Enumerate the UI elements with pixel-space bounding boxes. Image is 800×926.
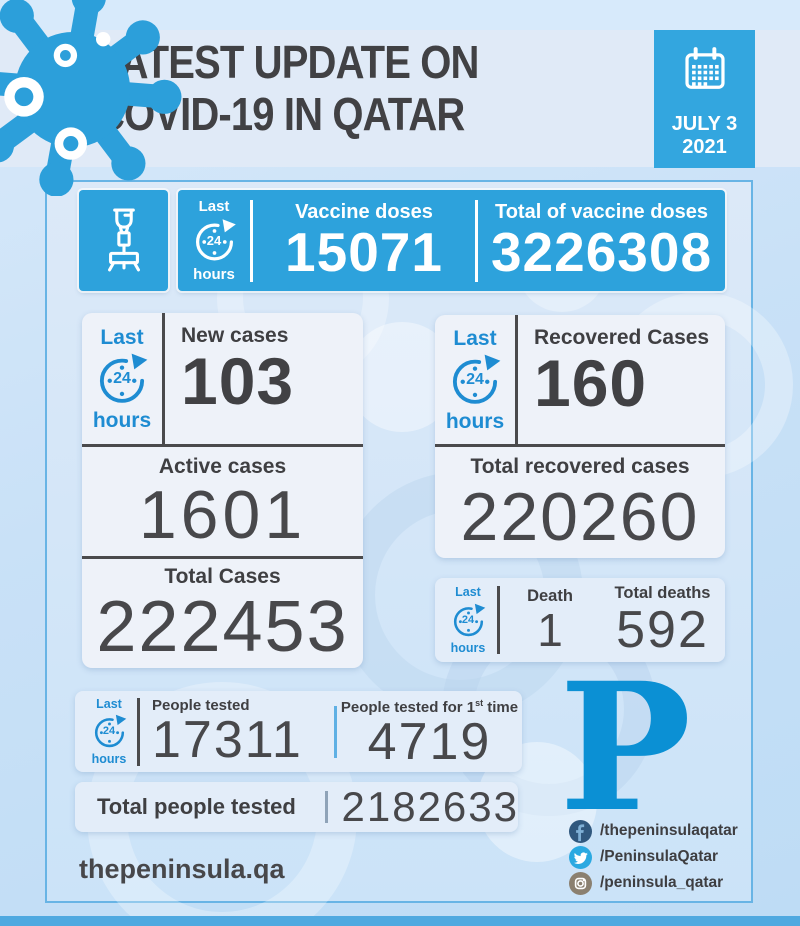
divider [137,697,140,766]
active-cases-value: 1601 [138,476,307,553]
vaccine-syringe-icon [107,208,140,271]
hours-label: hours [91,752,127,766]
24-hours-clock-icon: 24 [191,217,238,264]
total-recovered-value: 220260 [460,478,700,555]
24-hours-clock: Last 24 hours [93,327,151,431]
calendar-icon [684,47,725,89]
24-hours-clock: Last 24 hours [450,586,487,654]
hours-label: hours [445,409,505,433]
total-cases-label: Total Cases [164,564,281,588]
cases-card: Last 24 hours New cases 103 Active ca [82,313,363,668]
vaccine-doses-bar: Last 24 hours Vaccine doses 15071 Total … [178,190,725,291]
date-label: JULY 3 2021 [672,113,738,159]
bottom-bar [0,916,800,926]
twitter-handle: /PeninsulaQatar [600,848,719,865]
deaths-card: Last 24 hours Death 1 Total deaths 592 [435,578,725,662]
death-label: Death [527,587,573,605]
divider [162,313,165,444]
death-value: 1 [537,604,563,656]
total-cases-value: 222453 [96,586,349,667]
total-vaccine-doses-metric: Total of vaccine doses 3226308 [478,201,725,280]
24-hours-clock-icon: 24 [91,713,128,750]
social-facebook: /thepeninsulaqatar [569,818,738,844]
divider [435,444,725,447]
total-deaths-label: Total deaths [614,584,711,602]
divider [515,315,518,444]
main-panel: Last 24 hours Vaccine doses 15071 Total … [45,180,793,926]
people-tested-first-time-label: People tested for 1st time [340,698,519,716]
last-label: Last [100,325,144,349]
date-year: 2021 [682,136,727,158]
last-label: Last [96,696,122,711]
divider [250,199,253,282]
social-links: /thepeninsulaqatar /PeninsulaQatar /peni… [569,818,738,896]
divider [475,199,478,282]
divider [82,444,363,447]
hours-label: hours [450,640,486,655]
facebook-handle: /thepeninsulaqatar [600,822,738,839]
24-hours-clock-icon: 24 [450,602,487,639]
total-people-tested-label: Total people tested [97,794,296,819]
hours-label: hours [193,266,235,283]
facebook-icon [569,819,592,843]
total-recovered-label: Total recovered cases [470,454,690,478]
24-hours-clock-icon: 24 [94,351,150,407]
last-label: Last [455,585,481,599]
total-vaccine-doses-value: 3226308 [490,221,713,283]
divider [334,705,337,758]
24-hours-clock: Last 24 hours [191,199,238,282]
24-hours-clock: Last 24 hours [91,696,128,766]
page-title-line1: LATEST UPDATE ON [96,36,479,88]
new-cases-value: 103 [181,344,295,418]
total-deaths-value: 592 [616,601,709,659]
active-cases-label: Active cases [158,454,287,478]
total-vaccine-doses-label: Total of vaccine doses [494,201,709,223]
recovered-cases-label: Recovered Cases [534,326,710,349]
instagram-icon [569,871,592,895]
24-hours-clock-icon: 24 [447,352,503,408]
hours-label: hours [92,408,152,432]
peninsula-logo: P [559,644,692,851]
vaccine-doses-value: 15071 [285,221,443,283]
last-label: Last [198,198,230,215]
recovered-cases-value: 160 [534,346,648,420]
people-tested-first-time-value: 4719 [367,713,492,771]
vaccine-syringe-box [79,190,168,291]
instagram-handle: /peninsula_qatar [600,874,724,891]
total-people-tested-card: Total people tested 2182633 [75,782,518,832]
24-hours-clock: Last 24 hours [446,328,504,432]
social-twitter: /PeninsulaQatar [569,844,738,870]
vaccine-doses-metric: Vaccine doses 15071 [253,201,475,280]
coronavirus-icon [0,0,182,196]
website-url: thepeninsula.qa [79,854,285,884]
new-cases-label: New cases [181,324,289,347]
date-badge: JULY 3 2021 [654,30,755,168]
people-tested-card: Last 24 hours People tested 17311 People… [75,691,522,772]
divider [82,556,363,559]
last-label: Last [453,326,497,350]
social-instagram: /peninsula_qatar [569,870,738,896]
people-tested-label: People tested [152,697,250,714]
date-month-day: JULY 3 [671,113,738,135]
divider [497,586,500,654]
divider [325,791,328,823]
recovered-card: Last 24 hours Recovered Cases 160 Tot [435,315,725,558]
twitter-icon [569,845,592,869]
total-people-tested-value: 2182633 [341,783,520,830]
people-tested-value: 17311 [152,711,303,769]
vaccine-doses-label: Vaccine doses [295,201,433,223]
